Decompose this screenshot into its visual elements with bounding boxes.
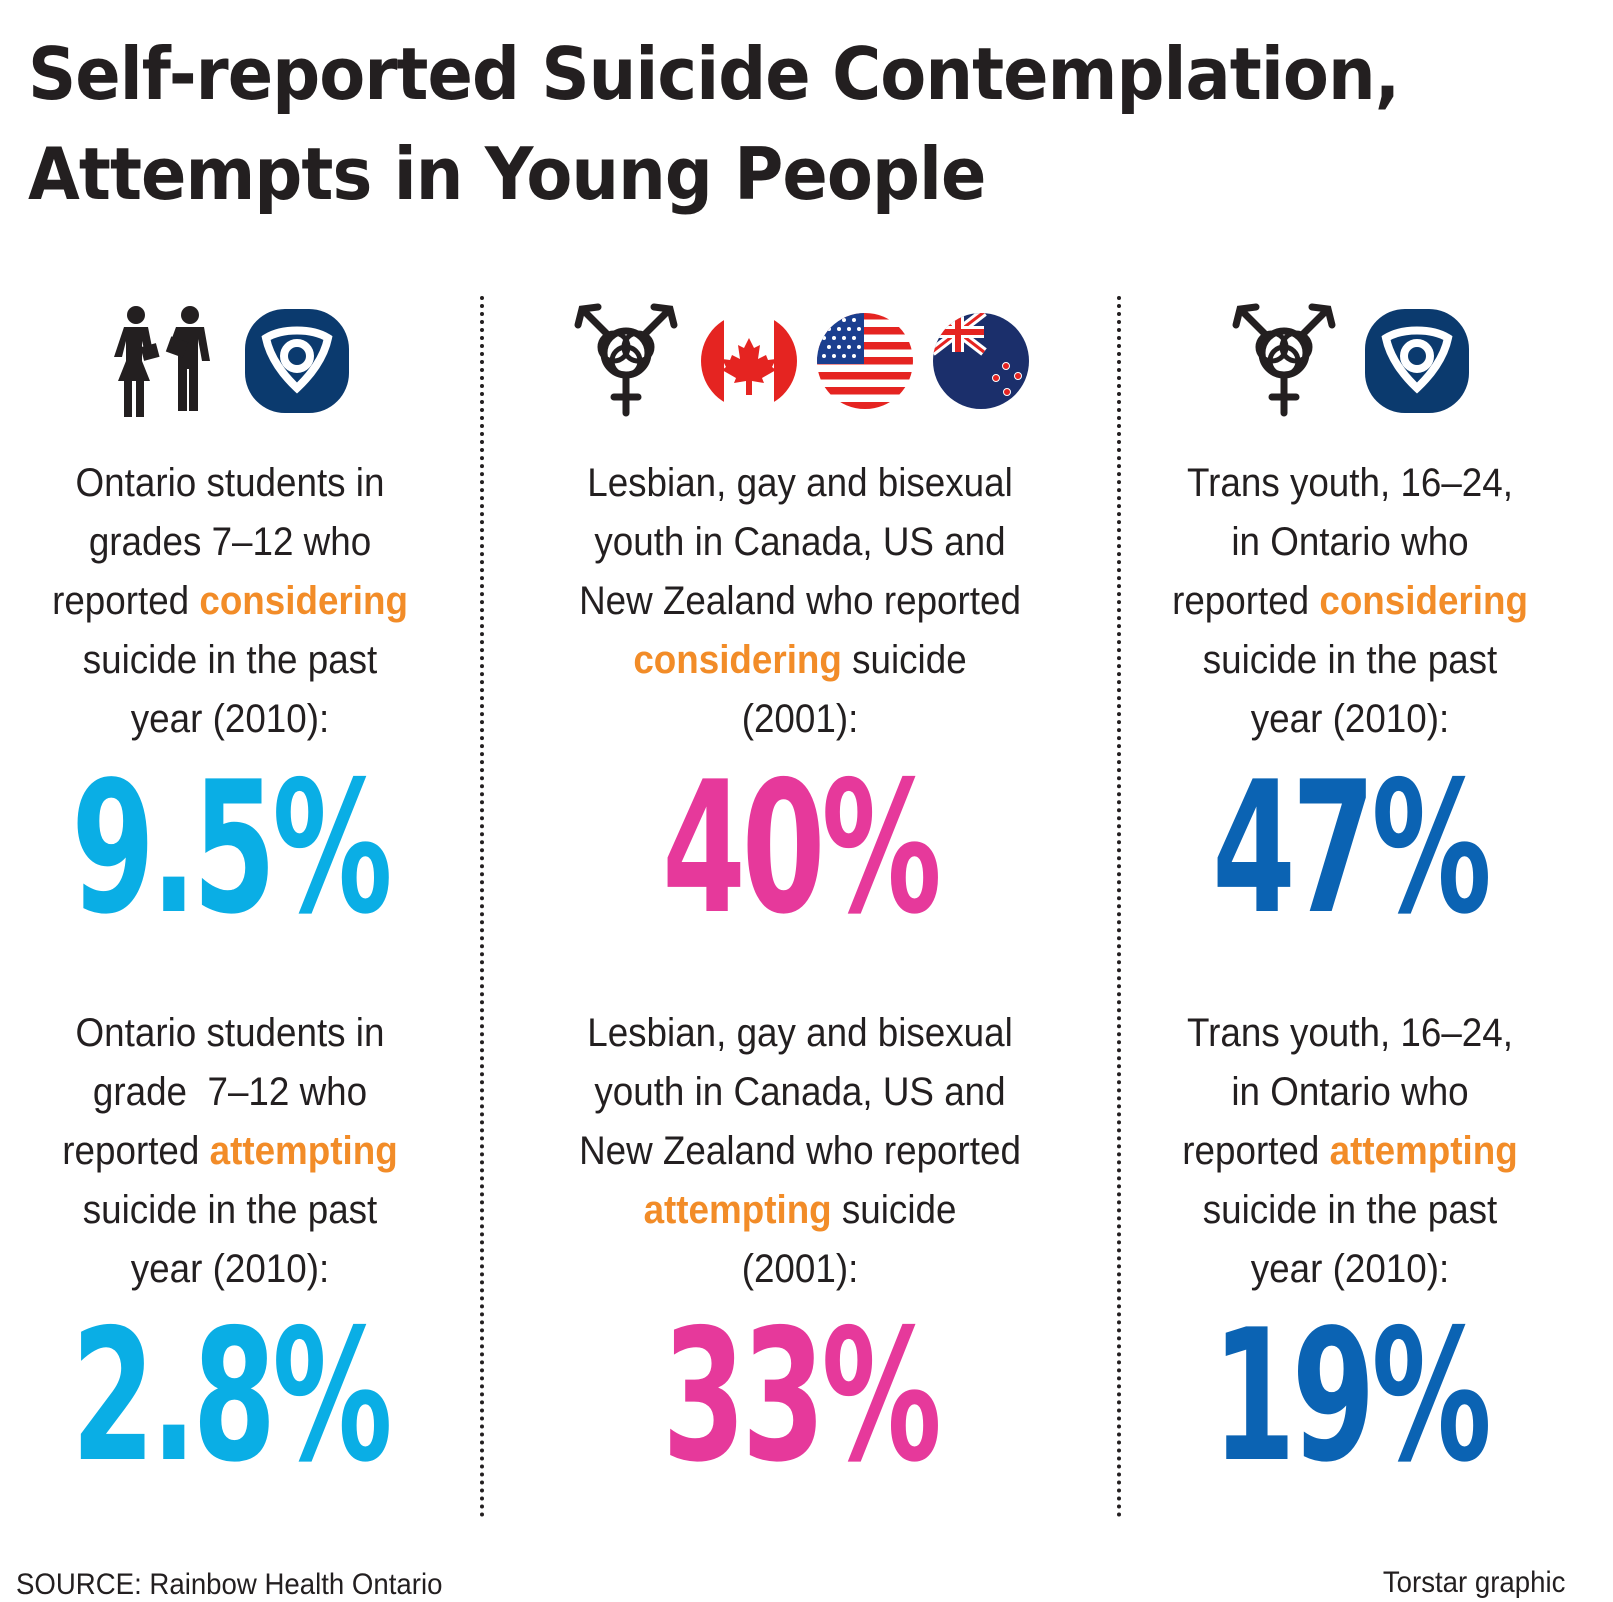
desc-line: youth in Canada, US and xyxy=(594,520,1006,564)
desc-line: Ontario students in xyxy=(75,461,385,505)
desc-line: New Zealand who reported xyxy=(579,1129,1021,1173)
ontario-logo-icon xyxy=(1365,309,1469,413)
desc-line: suicide in the past xyxy=(1202,1188,1498,1232)
attempting-description: Lesbian, gay and bisexual youth in Canad… xyxy=(561,1004,1039,1299)
title-line-1: Self-reported Suicide Contemplation, xyxy=(28,32,1400,116)
considering-description: Lesbian, gay and bisexual youth in Canad… xyxy=(561,454,1039,749)
graphic-credit: Torstar graphic xyxy=(1382,1566,1565,1599)
desc-line: in Ontario who xyxy=(1231,520,1469,564)
desc-line: attempting suicide xyxy=(561,1181,1039,1240)
attempting-description: Trans youth, 16–24, in Ontario who repor… xyxy=(1111,1004,1589,1299)
desc-text: reported xyxy=(62,1129,210,1173)
desc-line: grades 7–12 who xyxy=(88,520,372,564)
new-zealand-flag-icon xyxy=(933,313,1029,409)
desc-line: year (2010): xyxy=(130,697,330,741)
column-icons xyxy=(0,296,490,426)
desc-text: reported xyxy=(1182,1129,1330,1173)
desc-line: reported attempting xyxy=(0,1122,469,1181)
attempting-description: Ontario students in grade 7–12 who repor… xyxy=(0,1004,469,1299)
desc-line: reported considering xyxy=(1111,572,1589,631)
column-icons xyxy=(1090,296,1610,426)
column-icons xyxy=(540,296,1060,426)
desc-line: in Ontario who xyxy=(1231,1070,1469,1114)
considering-description: Ontario students in grades 7–12 who repo… xyxy=(0,454,469,749)
highlight-word: attempting xyxy=(209,1129,398,1173)
desc-line: Lesbian, gay and bisexual xyxy=(587,1011,1013,1055)
considering-stat: 47% xyxy=(1212,742,1492,954)
gender-symbol-icon xyxy=(574,303,678,417)
usa-flag-icon xyxy=(817,313,913,409)
desc-line: New Zealand who reported xyxy=(579,579,1021,623)
desc-line: year (2010): xyxy=(130,1247,330,1291)
attempting-stat: 33% xyxy=(662,1290,942,1502)
highlight-word: considering xyxy=(633,638,842,682)
desc-line: (2001): xyxy=(741,697,859,741)
desc-line: considering suicide xyxy=(561,631,1039,690)
highlight-word: attempting xyxy=(643,1188,832,1232)
column-ontario-students: Ontario students in grades 7–12 who repo… xyxy=(0,296,490,1496)
desc-text: reported xyxy=(1172,579,1320,623)
students-icon xyxy=(114,306,210,417)
desc-line: Trans youth, 16–24, xyxy=(1187,461,1513,505)
desc-text: suicide xyxy=(841,638,967,682)
desc-text: reported xyxy=(52,579,200,623)
considering-stat: 40% xyxy=(662,742,942,954)
highlight-word: considering xyxy=(199,579,408,623)
desc-line: (2001): xyxy=(741,1247,859,1291)
desc-line: reported attempting xyxy=(1111,1122,1589,1181)
highlight-word: considering xyxy=(1319,579,1528,623)
page-title: Self-reported Suicide Contemplation, Att… xyxy=(28,24,1479,224)
desc-line: reported considering xyxy=(0,572,469,631)
column-divider-right xyxy=(1117,296,1121,1518)
canada-flag-icon xyxy=(701,313,797,409)
column-trans-youth: Trans youth, 16–24, in Ontario who repor… xyxy=(1090,296,1610,1496)
desc-line: suicide in the past xyxy=(1202,638,1498,682)
attempting-stat: 19% xyxy=(1212,1290,1492,1502)
desc-line: year (2010): xyxy=(1250,1247,1450,1291)
desc-line: grade 7–12 who xyxy=(92,1070,368,1114)
considering-description: Trans youth, 16–24, in Ontario who repor… xyxy=(1111,454,1589,749)
attempting-stat: 2.8% xyxy=(71,1290,392,1502)
desc-line: youth in Canada, US and xyxy=(594,1070,1006,1114)
desc-line: Trans youth, 16–24, xyxy=(1187,1011,1513,1055)
ontario-logo-icon xyxy=(245,309,349,413)
column-lgb-youth: Lesbian, gay and bisexual youth in Canad… xyxy=(540,296,1060,1496)
gender-symbol-icon xyxy=(1232,303,1336,417)
desc-line: suicide in the past xyxy=(82,1188,378,1232)
source-note: SOURCE: Rainbow Health Ontario xyxy=(16,1568,443,1601)
considering-stat: 9.5% xyxy=(71,742,392,954)
column-divider-left xyxy=(480,296,484,1518)
desc-line: suicide in the past xyxy=(82,638,378,682)
highlight-word: attempting xyxy=(1329,1129,1518,1173)
title-line-2: Attempts in Young People xyxy=(28,132,986,216)
desc-line: Ontario students in xyxy=(75,1011,385,1055)
desc-line: Lesbian, gay and bisexual xyxy=(587,461,1013,505)
desc-text: suicide xyxy=(831,1188,957,1232)
desc-line: year (2010): xyxy=(1250,697,1450,741)
